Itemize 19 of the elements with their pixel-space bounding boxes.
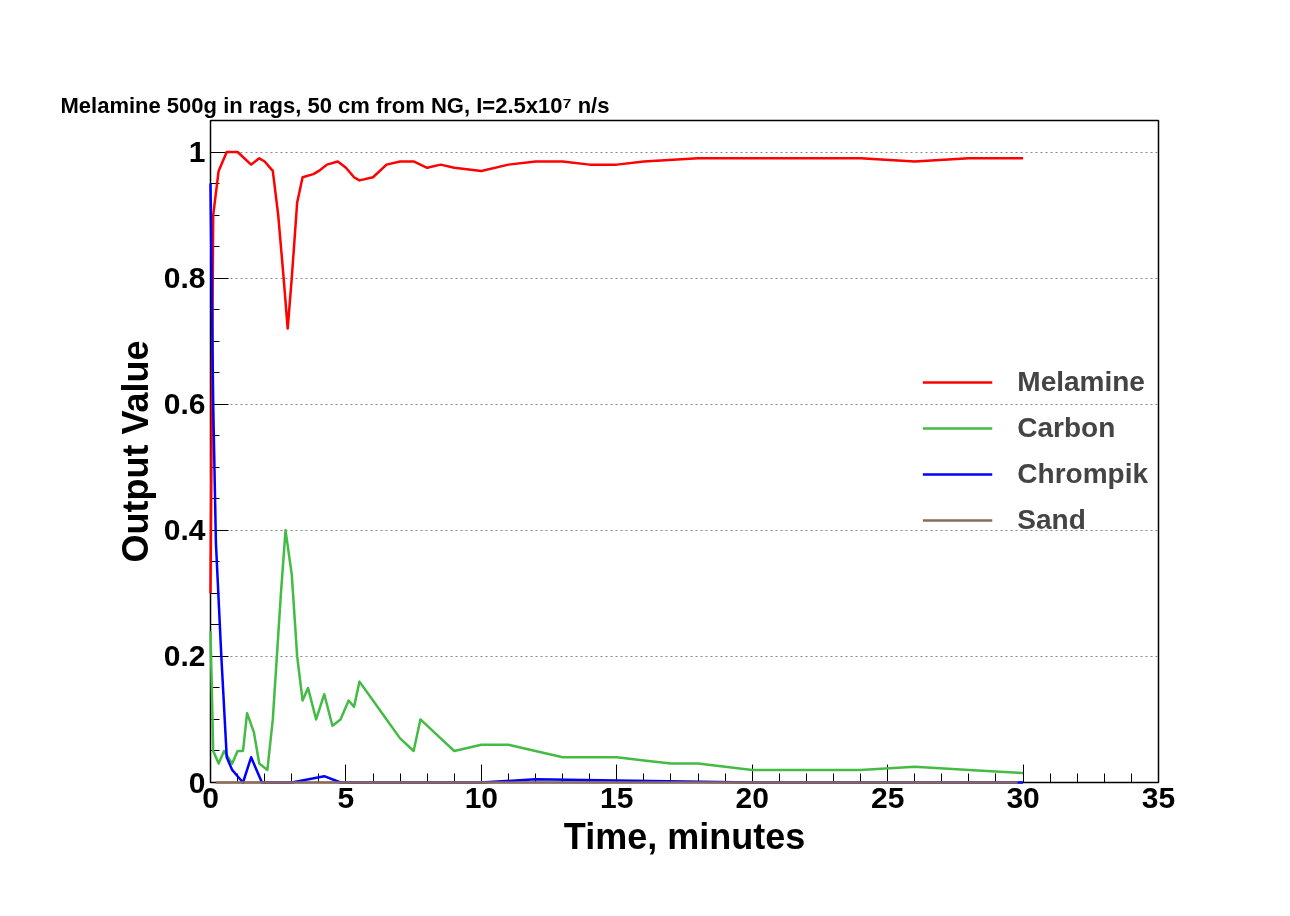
x-tick-label: 10: [464, 780, 499, 814]
x-tick-label: 35: [1141, 780, 1176, 814]
legend-label: Chrompik: [1017, 458, 1148, 490]
chart-title: Melamine 500g in rags, 50 cm from NG, I=2.5x10⁷ n/s: [60, 92, 610, 118]
x-axis-title: Time, minutes: [563, 815, 806, 857]
y-tick-label: 0.6: [163, 387, 206, 421]
y-axis-title: Output Value: [114, 340, 156, 563]
x-tick-label: 30: [1006, 780, 1040, 814]
y-tick-label: 0.8: [163, 261, 206, 295]
legend-label: Sand: [1017, 504, 1086, 536]
y-tick-label: 1: [188, 135, 206, 169]
y-tick-label: 0.4: [163, 513, 206, 547]
legend-label: Melamine: [1017, 366, 1145, 398]
legend-label: Carbon: [1017, 412, 1116, 444]
x-tick-label: 5: [337, 780, 355, 814]
x-tick-label: 15: [600, 780, 634, 814]
y-tick-label: 0.2: [163, 639, 206, 673]
x-tick-label: 20: [735, 780, 769, 814]
x-tick-label: 25: [870, 780, 905, 814]
